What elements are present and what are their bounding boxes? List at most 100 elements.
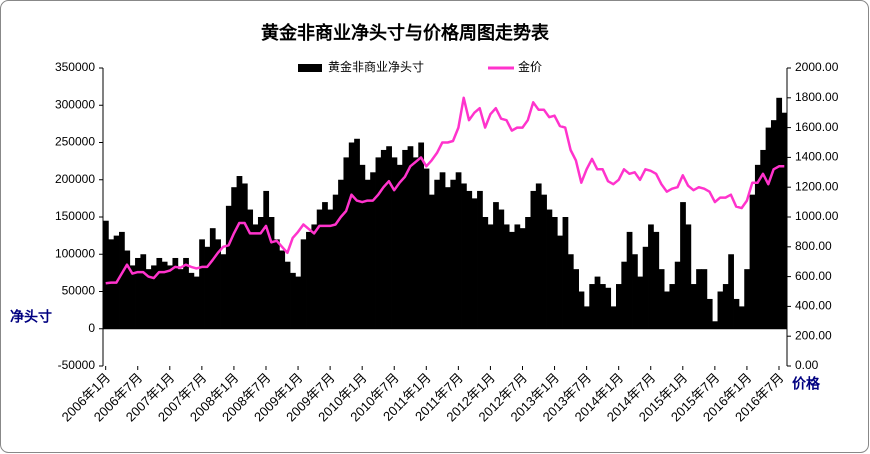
bar — [738, 306, 745, 329]
bar — [241, 183, 248, 329]
bar — [204, 246, 211, 329]
bar — [461, 183, 467, 329]
bar — [135, 257, 141, 329]
bar — [268, 217, 275, 329]
bar — [193, 276, 200, 329]
bar — [348, 142, 355, 329]
bar — [332, 194, 339, 329]
legend-swatch — [298, 64, 322, 72]
bar — [578, 291, 585, 329]
bar — [172, 257, 179, 329]
bar — [445, 187, 451, 329]
y-tick-label: 100000 — [55, 246, 95, 260]
bar — [231, 187, 237, 329]
bar — [589, 284, 596, 329]
bar — [156, 257, 163, 329]
bar — [770, 120, 777, 329]
bar — [188, 272, 195, 329]
bar — [236, 176, 243, 329]
bar — [338, 179, 344, 329]
bar — [690, 284, 697, 329]
bar — [279, 250, 286, 329]
bar — [199, 239, 205, 329]
y2-tick-label: 200.00 — [795, 328, 832, 342]
bar — [423, 168, 430, 329]
bar — [364, 179, 371, 329]
bar — [599, 284, 606, 329]
bar — [177, 269, 184, 329]
bar — [573, 269, 579, 329]
bar — [300, 239, 307, 329]
bar — [306, 231, 312, 329]
bar — [140, 254, 147, 329]
chart-title: 黄金非商业净头寸与价格周图走势表 — [261, 22, 550, 43]
y2-axis-label: 价格 — [792, 376, 821, 392]
bar — [290, 272, 296, 329]
bar — [343, 157, 350, 329]
bar — [722, 284, 729, 329]
legend-label: 金价 — [518, 59, 542, 74]
bar — [712, 321, 718, 329]
bar — [514, 224, 521, 329]
bar — [685, 224, 692, 329]
y-tick-label: 300000 — [55, 97, 95, 111]
bar — [167, 265, 173, 329]
bar — [434, 179, 441, 329]
bar — [129, 265, 136, 329]
bar — [754, 164, 761, 329]
bar — [161, 261, 168, 329]
bar — [252, 224, 259, 329]
legend-label: 黄金非商业净头寸 — [328, 59, 424, 74]
y-tick-label: 250000 — [55, 135, 95, 149]
bar — [354, 138, 360, 329]
bar — [396, 164, 403, 329]
bar — [642, 246, 649, 329]
bar — [103, 220, 109, 329]
bar — [322, 202, 328, 329]
bar — [284, 261, 291, 329]
bar — [487, 224, 494, 329]
y2-tick-label: 400.00 — [795, 299, 832, 313]
bar — [119, 231, 125, 329]
bar — [151, 265, 157, 329]
bar — [706, 298, 713, 329]
bar — [498, 209, 505, 329]
bar — [648, 224, 654, 329]
bar — [359, 164, 366, 329]
bar — [616, 284, 622, 329]
bar — [225, 205, 232, 329]
y-tick-label: 150000 — [55, 209, 95, 223]
y-tick-label: -50000 — [58, 358, 96, 372]
bar — [551, 217, 558, 329]
bar — [760, 149, 767, 329]
y2-tick-label: 1000.00 — [795, 209, 839, 223]
bar — [124, 250, 131, 329]
bar — [503, 224, 510, 329]
bar — [674, 261, 681, 329]
bar — [215, 239, 221, 329]
bar — [546, 209, 553, 329]
bar — [391, 157, 398, 329]
bar — [450, 179, 457, 329]
y2-tick-label: 600.00 — [795, 269, 832, 283]
bar — [541, 194, 547, 329]
y2-tick-label: 800.00 — [795, 239, 832, 253]
y2-tick-label: 1400.00 — [795, 150, 839, 164]
bar — [375, 157, 382, 329]
line — [105, 96, 785, 285]
bar — [626, 231, 633, 329]
bar — [477, 190, 483, 329]
bar — [108, 239, 115, 329]
bar — [530, 190, 537, 329]
bar — [386, 146, 392, 329]
bar — [482, 217, 489, 329]
bar — [776, 97, 783, 329]
bar — [402, 149, 408, 329]
bar — [439, 172, 446, 329]
bar — [183, 257, 189, 329]
y2-tick-label: 1800.00 — [795, 90, 839, 104]
bar — [209, 228, 216, 329]
y-tick-label: 350000 — [55, 60, 95, 74]
bar — [680, 202, 686, 329]
